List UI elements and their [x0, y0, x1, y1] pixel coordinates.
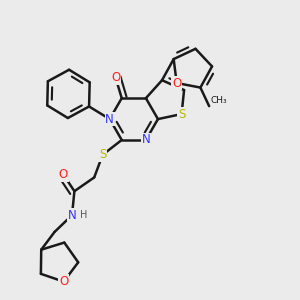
Text: CH₃: CH₃: [211, 96, 227, 105]
Text: O: O: [59, 168, 68, 181]
Text: N: N: [142, 134, 150, 146]
Text: S: S: [99, 148, 106, 161]
Text: H: H: [80, 210, 88, 220]
Text: N: N: [68, 209, 76, 222]
Text: O: O: [172, 76, 181, 89]
Text: S: S: [178, 108, 185, 121]
Text: O: O: [59, 275, 68, 288]
Text: N: N: [105, 112, 114, 126]
Text: O: O: [111, 71, 120, 84]
